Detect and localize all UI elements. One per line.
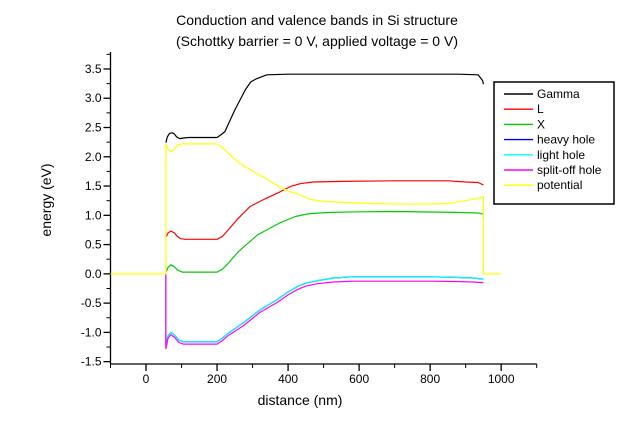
x-tick-label: 200 xyxy=(207,372,227,386)
legend-label: split-off hole xyxy=(537,163,602,177)
x-tick-label: 0 xyxy=(143,372,150,386)
x-tick-label: 1000 xyxy=(488,372,515,386)
y-tick-label: 2.5 xyxy=(85,121,102,135)
legend-label: Gamma xyxy=(537,87,580,101)
y-tick-label: 3.5 xyxy=(85,62,102,76)
series-l-line xyxy=(165,180,484,240)
y-tick-label: 3.0 xyxy=(85,91,102,105)
legend-label: light hole xyxy=(537,148,585,162)
y-tick-label: -0.5 xyxy=(81,296,102,310)
y-tick-label: 2.0 xyxy=(85,150,102,164)
chart-title-line1: Conduction and valence bands in Si struc… xyxy=(176,12,458,28)
x-tick-label: 800 xyxy=(420,372,440,386)
series-potential-line xyxy=(110,143,502,275)
y-tick-label: -1.5 xyxy=(81,355,102,369)
series-light-hole-line xyxy=(165,273,484,346)
legend-label: potential xyxy=(537,178,582,192)
series-gamma-line xyxy=(165,73,484,143)
y-tick-label: -1.0 xyxy=(81,325,102,339)
legend-label: L xyxy=(537,102,544,116)
y-tick-label: 1.5 xyxy=(85,179,102,193)
y-tick-label: 0.0 xyxy=(85,267,102,281)
legend-label: heavy hole xyxy=(537,133,595,147)
x-tick-label: 400 xyxy=(278,372,298,386)
x-axis-label: distance (nm) xyxy=(257,392,343,408)
y-tick-label: 0.5 xyxy=(85,238,102,252)
y-tick-label: 1.0 xyxy=(85,208,102,222)
legend-label: X xyxy=(537,117,545,131)
chart-title-line2: (Schottky barrier = 0 V, applied voltage… xyxy=(176,33,458,49)
series-heavy-hole-line xyxy=(165,273,484,346)
series-x-line xyxy=(165,210,484,273)
legend-box xyxy=(493,81,615,205)
series-split-off-hole-line xyxy=(165,273,484,350)
x-tick-label: 600 xyxy=(349,372,369,386)
